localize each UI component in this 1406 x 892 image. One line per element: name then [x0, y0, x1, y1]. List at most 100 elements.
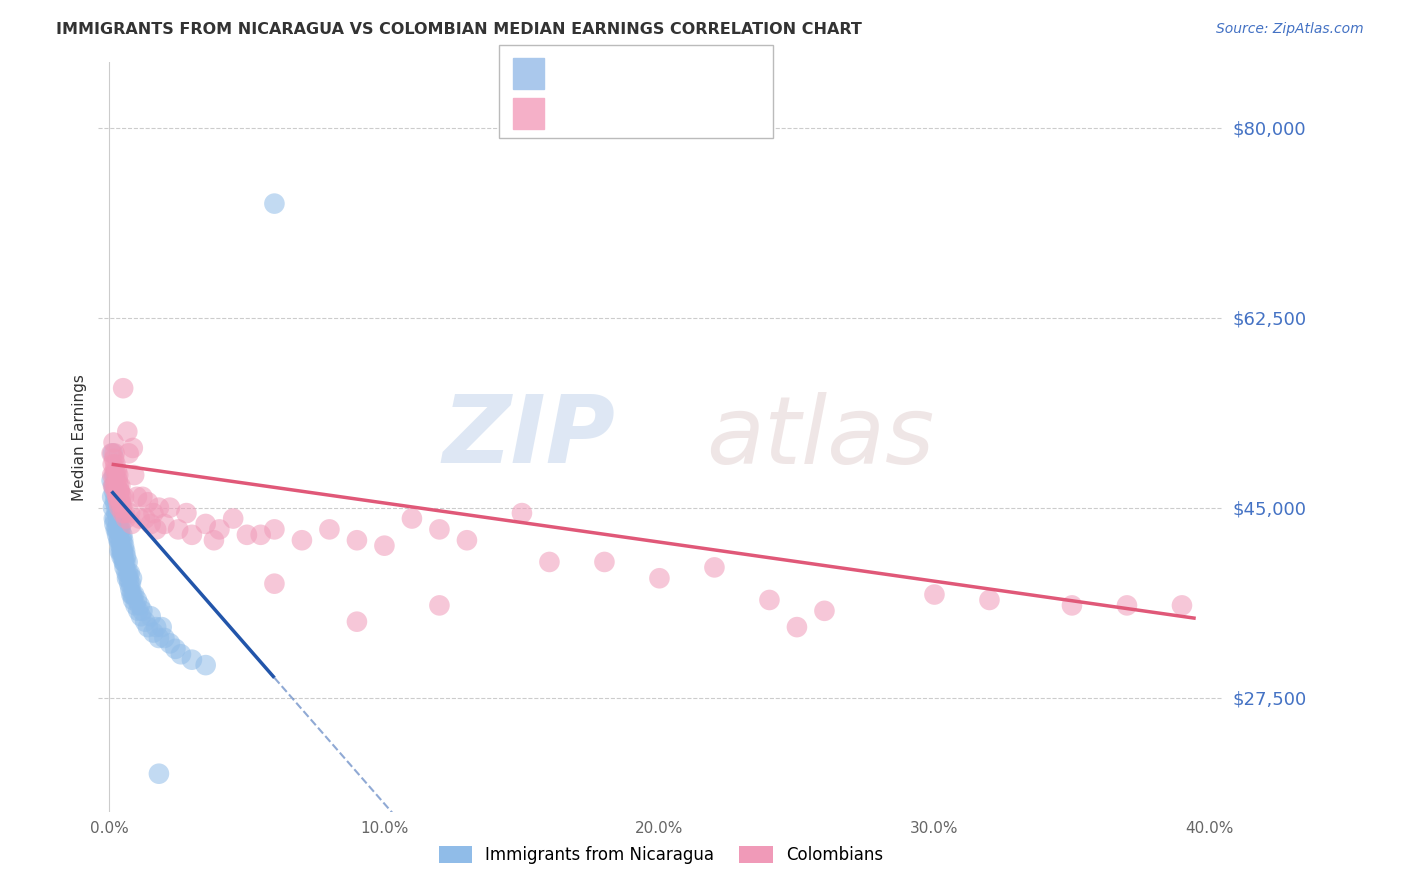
Point	[118, 571, 141, 585]
Point	[429, 522, 451, 536]
Point	[112, 381, 135, 395]
Point	[118, 446, 141, 460]
Point	[105, 490, 128, 504]
Point	[101, 446, 124, 460]
Point	[139, 609, 162, 624]
Point	[142, 625, 165, 640]
Point	[111, 528, 134, 542]
Text: IMMIGRANTS FROM NICARAGUA VS COLOMBIAN MEDIAN EARNINGS CORRELATION CHART: IMMIGRANTS FROM NICARAGUA VS COLOMBIAN M…	[56, 22, 862, 37]
Point	[125, 490, 148, 504]
Point	[108, 484, 131, 499]
Point	[120, 516, 142, 531]
Point	[121, 588, 143, 602]
Point	[346, 615, 368, 629]
Point	[104, 463, 127, 477]
Point	[127, 604, 149, 618]
Point	[153, 516, 176, 531]
Point	[111, 544, 134, 558]
Point	[111, 533, 134, 548]
Point	[128, 599, 150, 613]
Point	[813, 604, 835, 618]
Point	[105, 500, 128, 515]
Text: atlas: atlas	[706, 392, 934, 483]
Point	[263, 576, 285, 591]
Point	[108, 484, 131, 499]
Point	[117, 425, 139, 439]
Point	[112, 533, 135, 548]
Point	[105, 468, 128, 483]
Point	[101, 479, 124, 493]
Point	[112, 539, 135, 553]
Point	[263, 196, 285, 211]
Point	[107, 495, 129, 509]
Point	[176, 506, 198, 520]
Point	[110, 544, 132, 558]
Point	[159, 500, 181, 515]
Point	[291, 533, 314, 548]
Point	[112, 544, 135, 558]
Text: 81: 81	[706, 64, 728, 83]
Point	[373, 539, 395, 553]
Point	[101, 500, 124, 515]
Point	[103, 451, 125, 466]
Point	[249, 528, 271, 542]
Point	[170, 647, 193, 661]
Point	[103, 484, 125, 499]
Point	[107, 500, 129, 515]
Point	[108, 500, 131, 515]
Text: R =: R =	[558, 104, 595, 123]
Point	[114, 544, 136, 558]
Point	[115, 566, 138, 580]
Point	[758, 593, 780, 607]
Point	[107, 511, 129, 525]
Point	[100, 446, 122, 460]
Point	[456, 533, 478, 548]
Point	[110, 522, 132, 536]
Point	[111, 506, 134, 520]
Point	[122, 468, 145, 483]
Point	[118, 576, 141, 591]
Point	[648, 571, 671, 585]
Point	[111, 544, 134, 558]
Point	[429, 599, 451, 613]
Point	[101, 468, 124, 483]
Point	[115, 571, 138, 585]
Point	[104, 479, 127, 493]
Point	[136, 620, 159, 634]
Point	[121, 571, 143, 585]
Point	[786, 620, 808, 634]
Point	[148, 500, 170, 515]
Point	[104, 446, 127, 460]
Text: -0.390: -0.390	[598, 64, 657, 83]
Point	[181, 528, 204, 542]
Point	[103, 468, 125, 483]
Point	[101, 490, 124, 504]
Point	[401, 511, 423, 525]
Point	[103, 511, 125, 525]
Text: N =: N =	[661, 104, 709, 123]
Point	[124, 599, 146, 613]
Point	[104, 511, 127, 525]
Point	[103, 479, 125, 493]
Point	[112, 555, 135, 569]
Point	[110, 516, 132, 531]
Point	[104, 457, 127, 471]
Point	[208, 522, 231, 536]
Point	[104, 490, 127, 504]
Point	[115, 511, 138, 525]
Point	[108, 516, 131, 531]
Point	[105, 522, 128, 536]
Point	[142, 506, 165, 520]
Point	[108, 544, 131, 558]
Point	[145, 522, 167, 536]
Point	[107, 511, 129, 525]
Point	[181, 653, 204, 667]
Point	[131, 490, 153, 504]
Point	[346, 533, 368, 548]
Text: ZIP: ZIP	[443, 391, 616, 483]
Point	[112, 490, 135, 504]
Point	[924, 588, 946, 602]
Point	[1060, 599, 1083, 613]
Point	[118, 566, 141, 580]
Point	[222, 511, 245, 525]
